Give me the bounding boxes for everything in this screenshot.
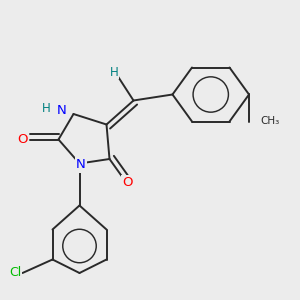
Text: H: H [110, 65, 118, 79]
Text: N: N [76, 158, 86, 172]
Text: O: O [122, 176, 133, 190]
Text: H: H [42, 101, 51, 115]
Text: N: N [57, 104, 66, 118]
Text: CH₃: CH₃ [260, 116, 280, 127]
Text: O: O [17, 133, 28, 146]
Text: Cl: Cl [9, 266, 21, 280]
